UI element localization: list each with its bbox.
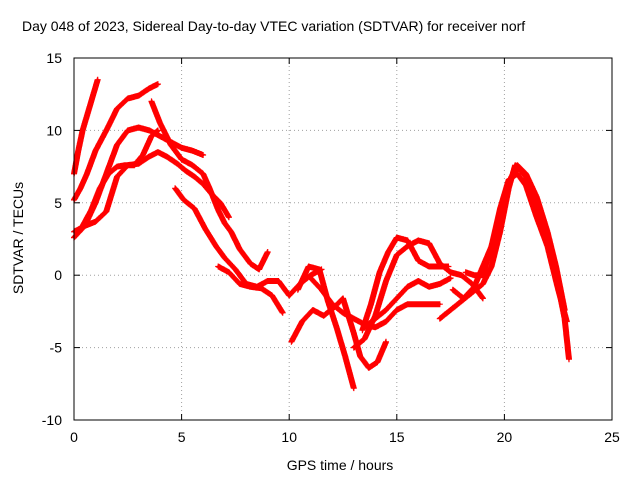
series-trace-1 (71, 76, 101, 177)
x-tick-label: 5 (178, 429, 186, 445)
chart-title: Day 048 of 2023, Sidereal Day-to-day VTE… (22, 18, 526, 34)
x-tick-label: 25 (604, 429, 620, 445)
series-trace-5 (79, 127, 161, 229)
series-trace-8 (215, 263, 286, 316)
series-trace-9 (288, 295, 389, 371)
series-markers (215, 263, 286, 316)
y-tick-label: 10 (46, 122, 62, 138)
plot-frame (73, 57, 613, 421)
series-trace-17 (462, 170, 570, 325)
y-tick-label: 15 (46, 50, 62, 66)
series-trace-14 (361, 275, 454, 331)
y-axis-label: SDTVAR / TECUs (10, 181, 26, 295)
y-tick-label: 5 (54, 195, 62, 211)
x-axis-label: GPS time / hours (286, 457, 394, 473)
x-tick-label: 0 (70, 429, 78, 445)
x-tick-label: 15 (389, 429, 405, 445)
series-markers (361, 275, 454, 331)
data-points (71, 76, 572, 392)
grid-lines (74, 58, 612, 420)
series-markers (71, 149, 232, 235)
y-tick-label: -5 (50, 340, 63, 356)
series-trace-4 (71, 149, 232, 235)
series-markers (294, 263, 357, 392)
y-tick-label: 0 (54, 267, 62, 283)
series-markers (148, 98, 271, 273)
y-tick-label: -10 (42, 412, 62, 428)
axis-ticks: 0 5 10 15 20 25 15 10 5 0 -5 -10 (42, 50, 620, 445)
series-trace-12 (359, 234, 452, 334)
series-markers (359, 234, 452, 334)
series-trace-6 (148, 98, 271, 273)
series-markers (462, 170, 570, 325)
x-tick-label: 10 (281, 429, 297, 445)
series-trace-10 (294, 263, 357, 392)
series-markers (307, 275, 443, 331)
series-markers (79, 127, 161, 229)
x-tick-label: 20 (497, 429, 513, 445)
series-markers (71, 76, 101, 177)
series-markers (350, 237, 486, 351)
